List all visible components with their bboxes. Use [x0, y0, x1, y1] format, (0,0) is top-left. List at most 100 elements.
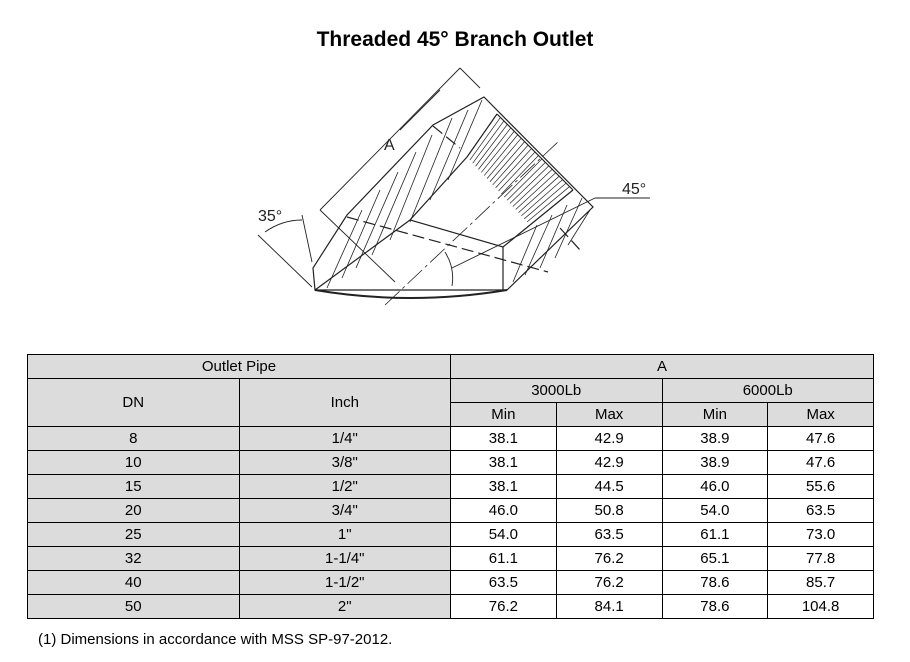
- table-cell: 73.0: [767, 522, 874, 547]
- dimension-35: [257, 214, 313, 288]
- thread-line: [518, 175, 560, 213]
- inner-bore: [314, 156, 531, 291]
- table-cell: 3/8": [238, 450, 451, 475]
- thread-line: [478, 127, 512, 170]
- thread-line: [495, 148, 532, 189]
- table-cell: 38.9: [661, 450, 769, 475]
- header-min: Min: [450, 402, 557, 427]
- table-row: 25 1" 54.0 63.5 61.1 73.0: [27, 522, 874, 547]
- table-cell: 61.1: [661, 522, 769, 547]
- table-cell: 78.6: [661, 594, 769, 619]
- thread-line: [466, 113, 498, 158]
- table-cell: 1/2": [238, 474, 451, 499]
- table-row: 15 1/2" 38.1 44.5 46.0 55.6: [27, 474, 874, 499]
- thread-line: [503, 158, 543, 198]
- table-row: 40 1-1/2" 63.5 76.2 78.6 85.7: [27, 570, 874, 595]
- thread-outline: [466, 113, 574, 226]
- table-cell: 55.6: [767, 474, 874, 499]
- table-row: 20 3/4" 46.0 50.8 54.0 63.5: [27, 498, 874, 523]
- table-cell: 1/4": [238, 426, 451, 451]
- thread-line: [481, 131, 515, 173]
- table-cell: 50.8: [555, 498, 663, 523]
- thread-line: [475, 124, 508, 167]
- dimensions-table: Outlet Pipe A DN Inch 3000Lb 6000Lb Min …: [27, 354, 874, 619]
- table-cell: 10: [27, 450, 240, 475]
- thread-line: [501, 155, 539, 195]
- thread-line: [483, 134, 518, 176]
- footnote: (1) Dimensions in accordance with MSS SP…: [38, 631, 393, 648]
- table-cell: 84.1: [555, 594, 663, 619]
- table-cell: 38.1: [450, 474, 557, 499]
- table-cell: 63.5: [767, 498, 874, 523]
- table-cell: 1-1/2": [238, 570, 451, 595]
- table-cell: 38.1: [450, 426, 557, 451]
- table-cell: 42.9: [555, 426, 663, 451]
- dimension-a: [319, 67, 481, 283]
- bottom-arc: [314, 289, 508, 299]
- table-cell: 2": [238, 594, 451, 619]
- table-cell: 38.1: [450, 450, 557, 475]
- table-cell: 47.6: [767, 450, 874, 475]
- fitting-outline: [312, 96, 594, 291]
- thread-line: [521, 179, 563, 216]
- table-cell: 3/4": [238, 498, 451, 523]
- header-dn: DN: [27, 378, 240, 427]
- table-row: 32 1-1/4" 61.1 76.2 65.1 77.8: [27, 546, 874, 571]
- angle-45-label: 45°: [622, 181, 646, 198]
- thread-line: [529, 189, 574, 226]
- thread-line: [512, 169, 553, 207]
- table-row: 50 2" 76.2 84.1 78.6 104.8: [27, 594, 874, 619]
- table-cell: 63.5: [450, 570, 557, 595]
- thread-line: [492, 144, 529, 186]
- page-title: Threaded 45° Branch Outlet: [316, 28, 594, 51]
- table-cell: 46.0: [450, 498, 557, 523]
- dimension-45: [444, 197, 650, 287]
- header-max: Max: [555, 402, 663, 427]
- table-cell: 46.0: [661, 474, 769, 499]
- table-cell: 54.0: [661, 498, 769, 523]
- table-cell: 76.2: [555, 546, 663, 571]
- table-cell: 65.1: [661, 546, 769, 571]
- threads: [466, 113, 574, 226]
- table-cell: 1": [238, 522, 451, 547]
- table-cell: 40: [27, 570, 240, 595]
- thread-line: [509, 165, 550, 204]
- center-lines: [320, 139, 561, 306]
- thread-line: [489, 141, 525, 182]
- table-cell: 8: [27, 426, 240, 451]
- dashed-lines: [346, 125, 581, 273]
- table-cell: 20: [27, 498, 240, 523]
- header-a: A: [450, 354, 874, 379]
- header-outlet-pipe: Outlet Pipe: [27, 354, 451, 379]
- thread-line: [469, 117, 501, 161]
- table-row: 8 1/4" 38.1 42.9 38.9 47.6: [27, 426, 874, 451]
- table-cell: 38.9: [661, 426, 769, 451]
- table-cell: 1-1/4": [238, 546, 451, 571]
- angle-35-label: 35°: [258, 208, 282, 225]
- table-cell: 50: [27, 594, 240, 619]
- hatching: [326, 99, 591, 289]
- table-cell: 78.6: [661, 570, 769, 595]
- table-cell: 25: [27, 522, 240, 547]
- header-max: Max: [767, 402, 874, 427]
- header-min: Min: [661, 402, 769, 427]
- table-cell: 63.5: [555, 522, 663, 547]
- table-cell: 76.2: [555, 570, 663, 595]
- table-cell: 76.2: [450, 594, 557, 619]
- thread-line: [526, 186, 570, 223]
- thread-line: [506, 162, 546, 201]
- dim-a-label: A: [384, 137, 395, 154]
- header-3000lb: 3000Lb: [450, 378, 663, 403]
- thread-line: [486, 137, 522, 179]
- table-cell: 85.7: [767, 570, 874, 595]
- table-cell: 104.8: [767, 594, 874, 619]
- thread-line: [472, 120, 505, 164]
- table-cell: 47.6: [767, 426, 874, 451]
- table-cell: 32: [27, 546, 240, 571]
- thread-line: [498, 151, 536, 192]
- thread-line: [524, 182, 567, 220]
- table-cell: 42.9: [555, 450, 663, 475]
- thread-line: [515, 172, 556, 210]
- table-cell: 44.5: [555, 474, 663, 499]
- table-cell: 54.0: [450, 522, 557, 547]
